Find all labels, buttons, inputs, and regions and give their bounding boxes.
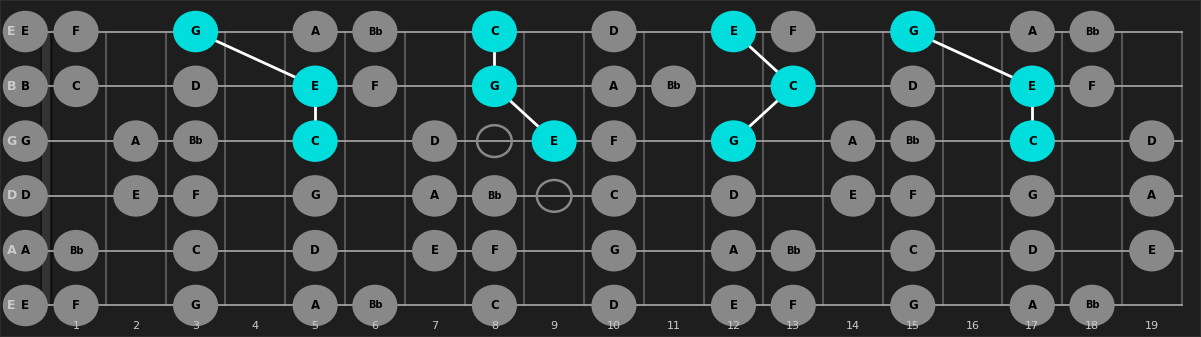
Ellipse shape	[772, 286, 814, 325]
Ellipse shape	[1130, 121, 1173, 161]
Ellipse shape	[1070, 286, 1113, 325]
Text: Bb: Bb	[368, 301, 382, 310]
Text: B: B	[7, 80, 17, 93]
Ellipse shape	[1130, 176, 1173, 216]
Text: F: F	[610, 134, 619, 148]
Text: C: C	[1028, 134, 1036, 148]
Ellipse shape	[772, 12, 814, 51]
Text: E: E	[22, 25, 29, 38]
Text: E: E	[311, 80, 319, 93]
Ellipse shape	[891, 67, 934, 106]
Ellipse shape	[4, 176, 47, 216]
Ellipse shape	[4, 67, 47, 106]
Ellipse shape	[592, 67, 635, 106]
Ellipse shape	[712, 121, 755, 161]
Text: E: E	[132, 189, 139, 203]
Ellipse shape	[1070, 67, 1113, 106]
Text: D: D	[20, 189, 30, 203]
Ellipse shape	[712, 231, 755, 270]
Ellipse shape	[413, 176, 456, 216]
Text: Bb: Bb	[68, 246, 83, 256]
Text: F: F	[371, 80, 378, 93]
Text: E: E	[849, 189, 858, 203]
Ellipse shape	[114, 121, 157, 161]
Text: D: D	[191, 80, 201, 93]
Ellipse shape	[293, 176, 336, 216]
Text: D: D	[729, 189, 739, 203]
Text: C: C	[789, 80, 797, 93]
Ellipse shape	[353, 67, 396, 106]
Ellipse shape	[1130, 231, 1173, 270]
Ellipse shape	[174, 286, 217, 325]
Ellipse shape	[473, 231, 516, 270]
Text: Bb: Bb	[906, 136, 920, 146]
Text: D: D	[609, 25, 619, 38]
Ellipse shape	[293, 12, 336, 51]
Text: 1: 1	[72, 321, 79, 331]
Ellipse shape	[1011, 121, 1053, 161]
Ellipse shape	[174, 67, 217, 106]
Ellipse shape	[891, 231, 934, 270]
Text: 12: 12	[727, 321, 741, 331]
Ellipse shape	[473, 286, 516, 325]
Ellipse shape	[174, 121, 217, 161]
Text: A: A	[131, 134, 141, 148]
Text: 6: 6	[371, 321, 378, 331]
Text: A: A	[20, 244, 30, 257]
Text: 9: 9	[550, 321, 557, 331]
Ellipse shape	[1011, 12, 1053, 51]
Text: F: F	[789, 25, 797, 38]
Text: 17: 17	[1026, 321, 1039, 331]
Ellipse shape	[54, 286, 97, 325]
Ellipse shape	[353, 286, 396, 325]
Text: G: G	[609, 244, 619, 257]
Text: F: F	[72, 25, 80, 38]
Text: F: F	[1088, 80, 1097, 93]
Ellipse shape	[772, 67, 814, 106]
Text: 14: 14	[846, 321, 860, 331]
Ellipse shape	[473, 67, 516, 106]
Text: G: G	[490, 80, 500, 93]
Ellipse shape	[174, 176, 217, 216]
Text: E: E	[431, 244, 438, 257]
Ellipse shape	[1011, 286, 1053, 325]
Text: D: D	[6, 189, 17, 203]
Text: 3: 3	[192, 321, 199, 331]
Text: 5: 5	[311, 321, 318, 331]
Ellipse shape	[891, 176, 934, 216]
Text: F: F	[192, 189, 199, 203]
Ellipse shape	[293, 67, 336, 106]
Text: C: C	[72, 80, 80, 93]
Text: 7: 7	[431, 321, 438, 331]
Ellipse shape	[293, 286, 336, 325]
Ellipse shape	[353, 12, 396, 51]
Text: E: E	[7, 299, 16, 312]
Text: B: B	[20, 80, 30, 93]
Text: C: C	[610, 189, 619, 203]
Text: G: G	[6, 134, 17, 148]
Text: D: D	[1147, 134, 1157, 148]
Text: A: A	[1028, 299, 1036, 312]
Ellipse shape	[54, 12, 97, 51]
Text: E: E	[1148, 244, 1155, 257]
Text: A: A	[609, 80, 619, 93]
Ellipse shape	[293, 121, 336, 161]
Ellipse shape	[592, 286, 635, 325]
Text: C: C	[490, 25, 498, 38]
Ellipse shape	[592, 231, 635, 270]
Ellipse shape	[712, 12, 755, 51]
Ellipse shape	[4, 231, 47, 270]
Ellipse shape	[831, 121, 874, 161]
Text: G: G	[310, 189, 319, 203]
Text: 8: 8	[491, 321, 498, 331]
Text: E: E	[729, 299, 737, 312]
Ellipse shape	[712, 286, 755, 325]
Text: D: D	[310, 244, 319, 257]
Text: A: A	[1147, 189, 1157, 203]
Text: G: G	[191, 299, 201, 312]
Text: Bb: Bb	[488, 191, 502, 201]
Ellipse shape	[533, 121, 575, 161]
Text: Bb: Bb	[368, 27, 382, 36]
Text: 2: 2	[132, 321, 139, 331]
